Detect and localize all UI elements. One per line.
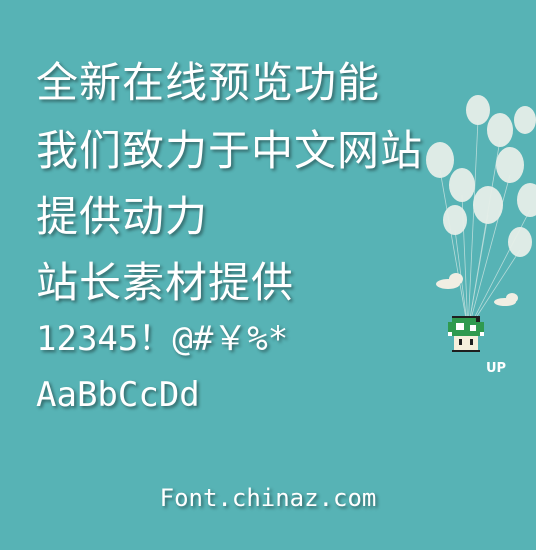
mushroom-icon xyxy=(448,316,484,352)
footer-site-label: Font.chinaz.com xyxy=(159,484,377,512)
up-label: UP xyxy=(486,361,507,376)
sample-line-1: 全新在线预览功能 xyxy=(36,58,381,107)
sample-line-4: 站长素材提供 xyxy=(36,258,295,307)
sample-line-3: 提供动力 xyxy=(36,192,209,241)
sample-line-2: 我们致力于中文网站 xyxy=(36,126,424,175)
sample-line-numbers: 12345！@#￥%* xyxy=(36,319,289,359)
sample-line-latin: AaBbCcDd xyxy=(36,375,200,415)
